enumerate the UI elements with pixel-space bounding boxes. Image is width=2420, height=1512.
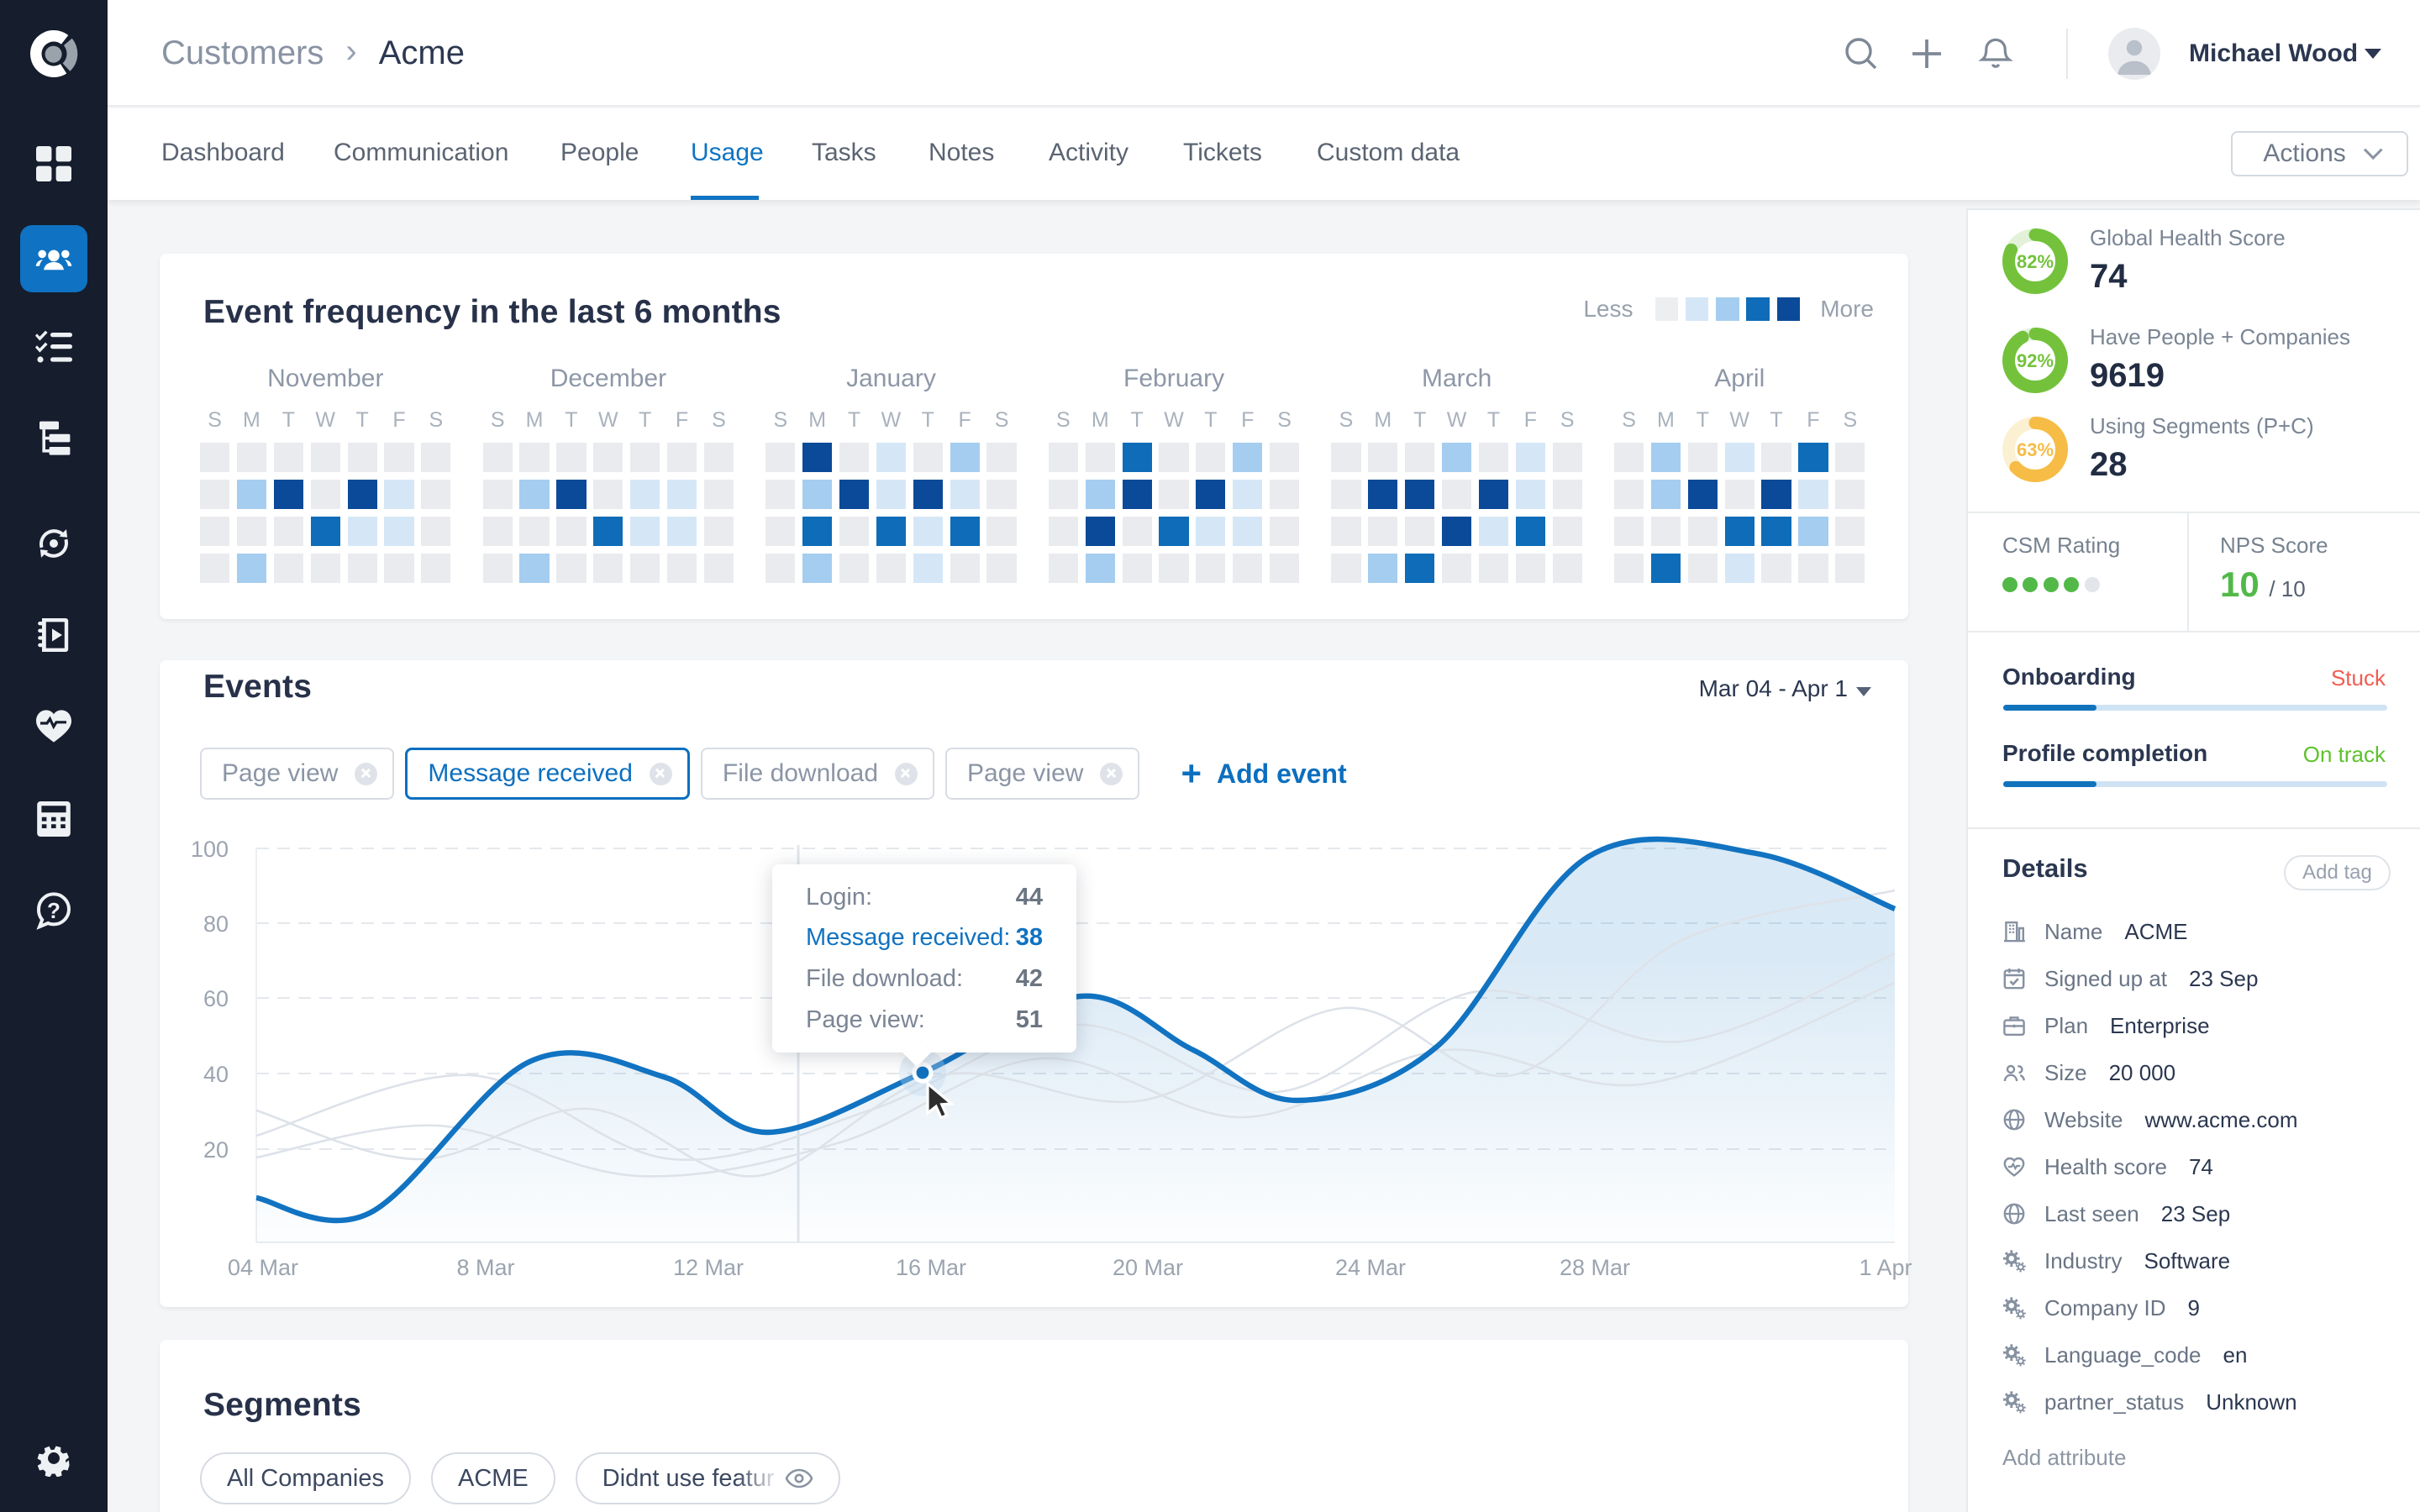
- svg-text:40: 40: [203, 1062, 229, 1087]
- svg-text:12 Mar: 12 Mar: [673, 1255, 744, 1280]
- svg-text:04 Mar: 04 Mar: [228, 1255, 298, 1280]
- svg-text:20 Mar: 20 Mar: [1113, 1255, 1183, 1280]
- svg-text:80: 80: [203, 911, 229, 937]
- svg-text:60: 60: [203, 986, 229, 1011]
- svg-text:28 Mar: 28 Mar: [1560, 1255, 1630, 1280]
- svg-text:100: 100: [191, 837, 229, 862]
- svg-text:24 Mar: 24 Mar: [1335, 1255, 1406, 1280]
- svg-text:92%: 92%: [2017, 350, 2054, 371]
- svg-text:1 Apr: 1 Apr: [1859, 1255, 1912, 1280]
- svg-text:63%: 63%: [2017, 439, 2054, 460]
- svg-text:8 Mar: 8 Mar: [456, 1255, 514, 1280]
- svg-text:82%: 82%: [2017, 251, 2054, 272]
- svg-text:?: ?: [47, 898, 60, 923]
- svg-text:16 Mar: 16 Mar: [896, 1255, 966, 1280]
- svg-text:20: 20: [203, 1137, 229, 1163]
